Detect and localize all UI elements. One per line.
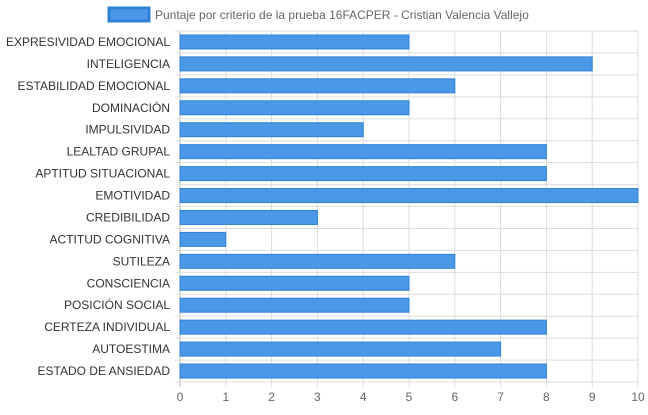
bar[interactable] [179, 78, 456, 94]
x-tick-label: 5 [406, 390, 413, 404]
bar[interactable] [179, 100, 410, 116]
bar[interactable] [179, 122, 364, 138]
x-tick-label: 6 [451, 390, 458, 404]
x-tick-label: 8 [543, 390, 550, 404]
legend-swatch[interactable] [107, 6, 151, 23]
category-label: ACTITUD COGNITIVA [50, 232, 170, 246]
bar[interactable] [179, 144, 547, 160]
category-label: CONSCIENCIA [87, 276, 170, 290]
x-tick-label: 1 [222, 390, 229, 404]
category-label: EMOTIVIDAD [95, 189, 170, 203]
bar[interactable] [179, 231, 227, 247]
x-tick-label: 7 [497, 390, 504, 404]
x-tick-label: 0 [177, 390, 184, 404]
x-tick-label: 4 [360, 390, 367, 404]
category-label: AUTOESTIMA [92, 342, 170, 356]
bar[interactable] [179, 56, 593, 72]
category-label: CREDIBILIDAD [86, 210, 170, 224]
bar[interactable] [179, 34, 410, 50]
x-tick-label: 9 [589, 390, 596, 404]
x-tick-label: 3 [314, 390, 321, 404]
category-label: DOMINACIÓN [92, 100, 170, 115]
x-tick-label: 2 [268, 390, 275, 404]
chart-legend[interactable]: Puntaje por criterio de la prueba 16FACP… [107, 6, 529, 23]
category-label: POSICIÓN SOCIAL [64, 297, 170, 312]
category-label: SUTILEZA [113, 254, 170, 268]
category-label: IMPULSIVIDAD [85, 123, 170, 137]
category-label: EXPRESIVIDAD EMOCIONAL [6, 35, 170, 49]
bar[interactable] [179, 297, 410, 313]
category-label: CERTEZA INDIVIDUAL [44, 320, 170, 334]
bar[interactable] [179, 209, 318, 225]
category-labels: EXPRESIVIDAD EMOCIONAL INTELIGENCIA ESTABI… [6, 35, 170, 378]
category-label: ESTABILIDAD EMOCIONAL [18, 79, 171, 93]
category-label: APTITUD SITUACIONAL [35, 167, 170, 181]
category-label: ESTADO DE ANSIEDAD [38, 364, 171, 378]
category-label: LEALTAD GRUPAL [67, 145, 171, 159]
category-label: INTELIGENCIA [87, 57, 170, 71]
bars [179, 34, 639, 379]
bar[interactable] [179, 188, 639, 204]
bar[interactable] [179, 166, 547, 182]
bar[interactable] [179, 363, 547, 379]
bar[interactable] [179, 319, 547, 335]
x-axis-tick-labels: 0 1 2 3 4 5 6 7 8 9 10 [177, 390, 645, 404]
legend-label[interactable]: Puntaje por criterio de la prueba 16FACP… [155, 8, 529, 22]
bar[interactable] [179, 275, 410, 291]
x-tick-label: 10 [631, 390, 645, 404]
bar[interactable] [179, 341, 502, 357]
bar[interactable] [179, 253, 456, 269]
